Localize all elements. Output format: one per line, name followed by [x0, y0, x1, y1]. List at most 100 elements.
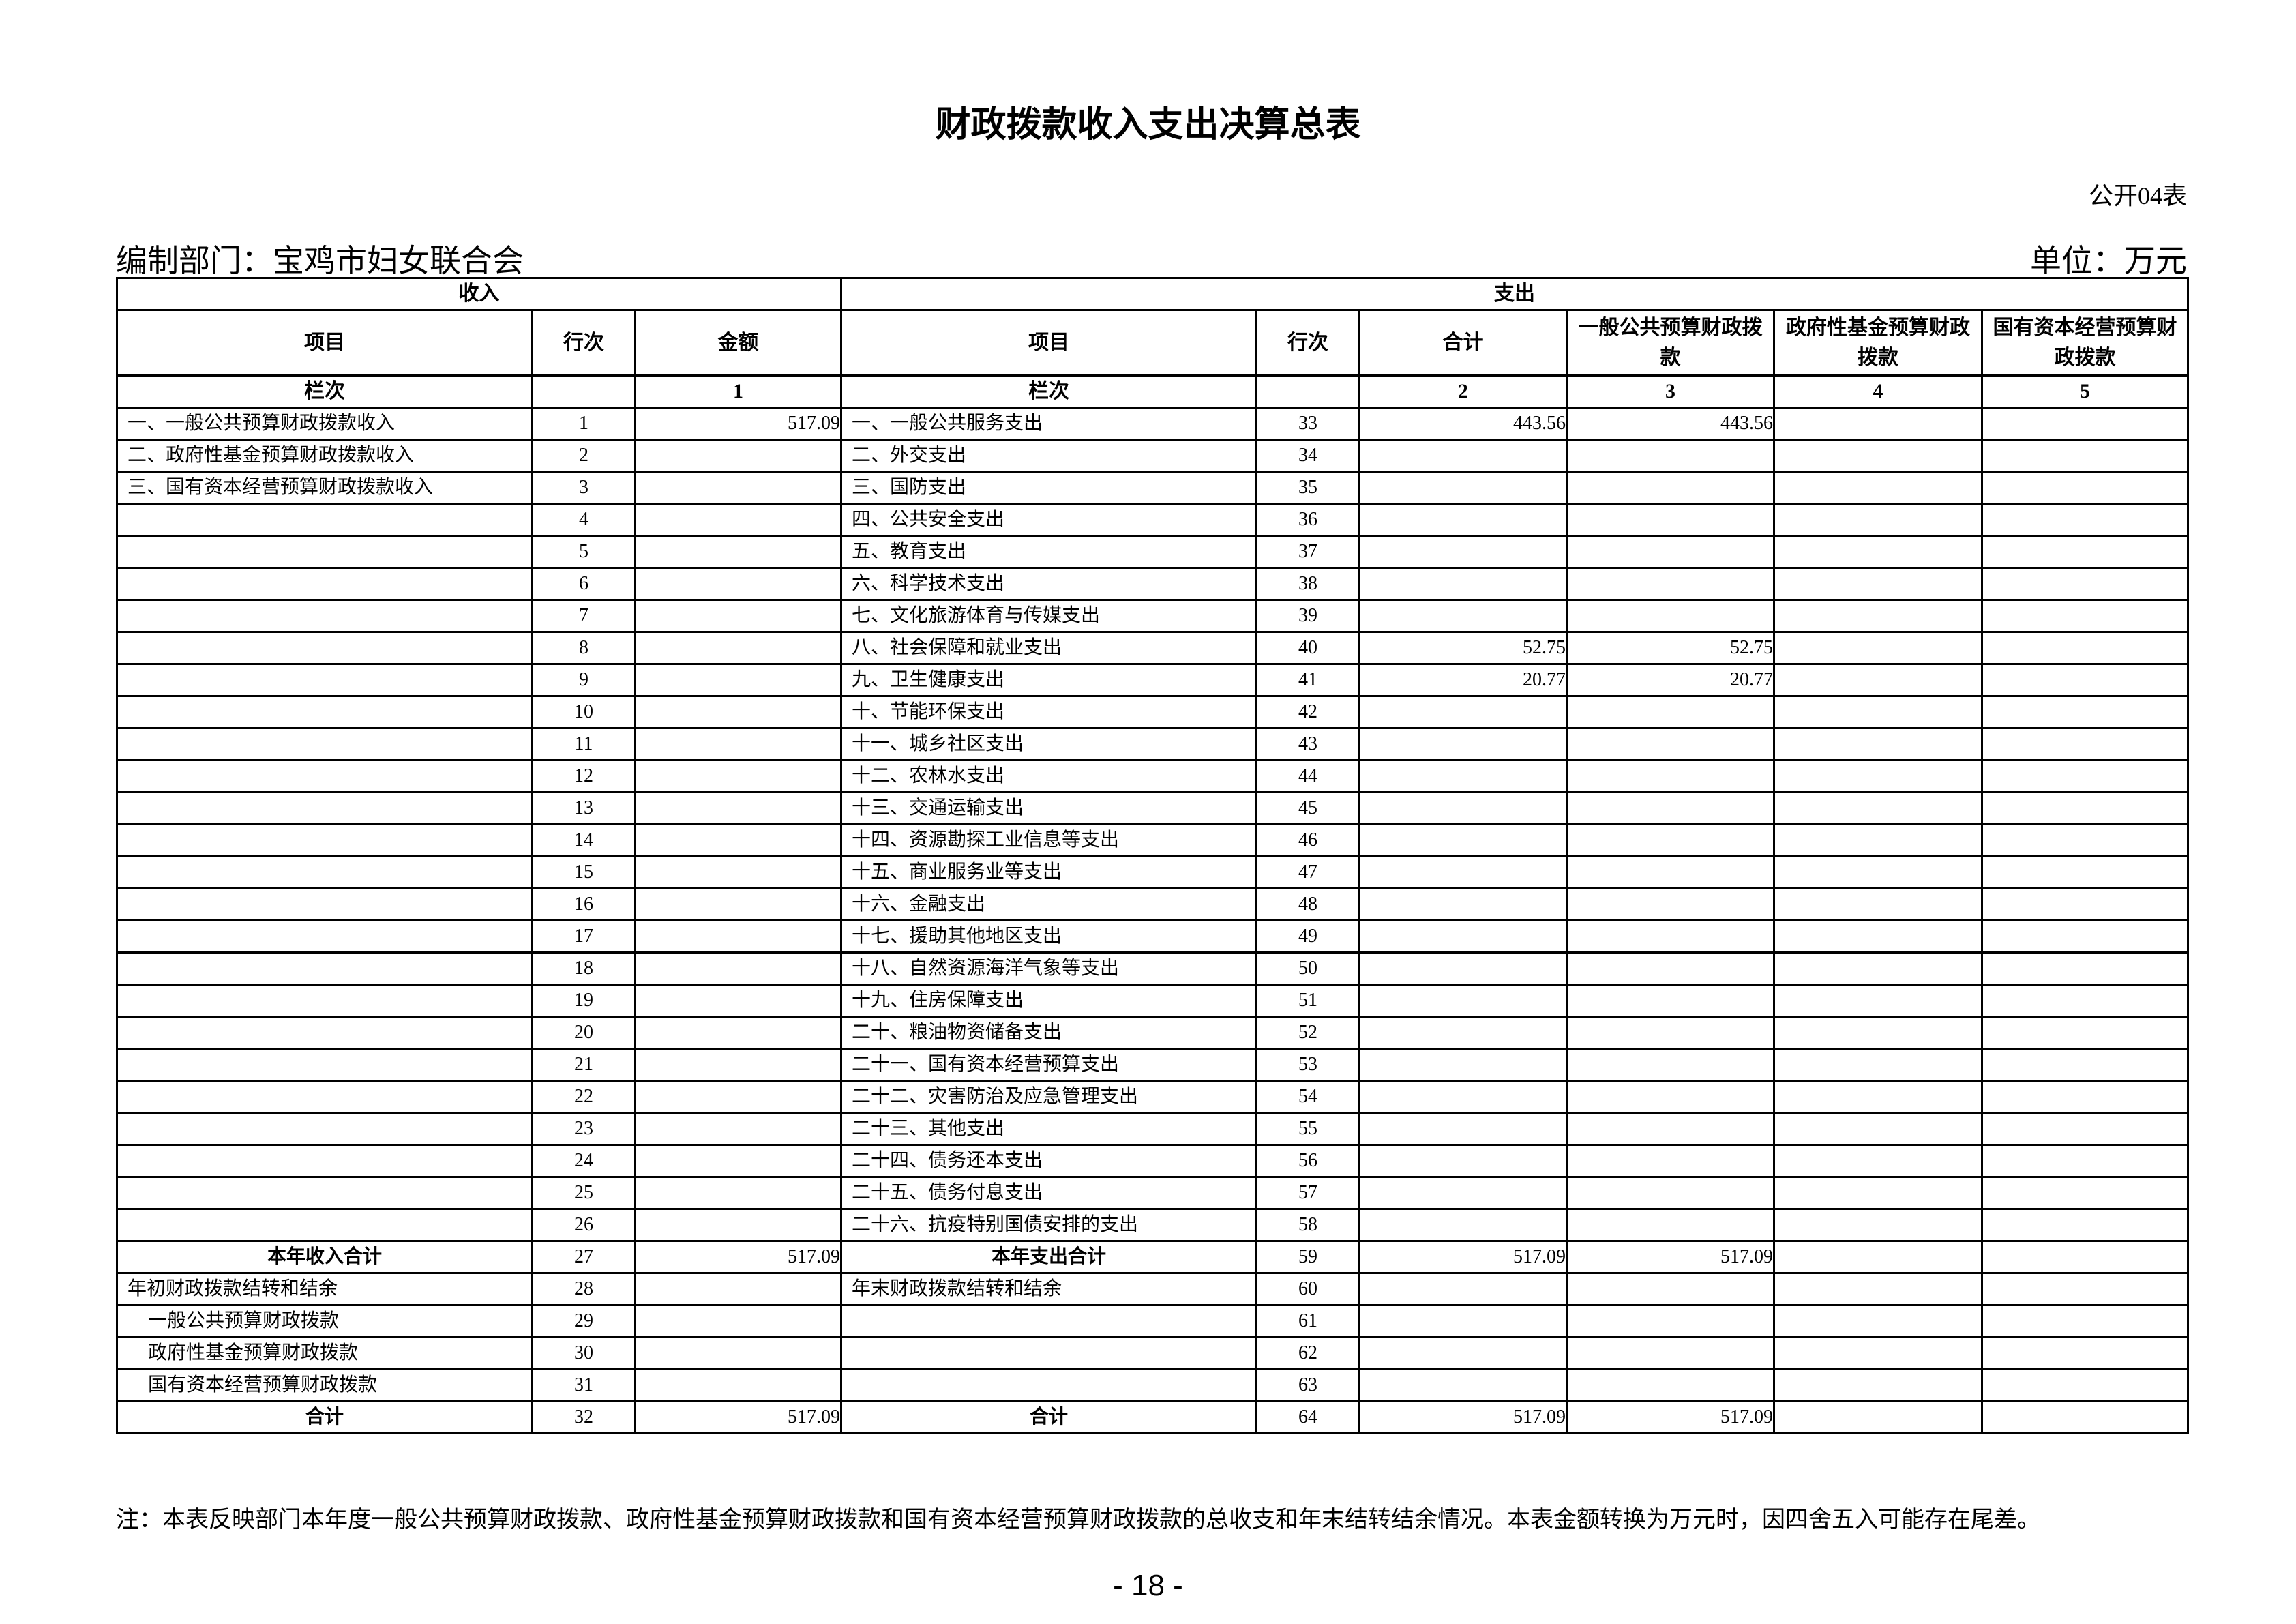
expense-item-cell: 本年支出合计: [840, 1240, 1258, 1274]
table-row: 22 二十二、灾害防治及应急管理支出 54: [116, 1080, 2190, 1114]
table-row: 三、国有资本经营预算财政拨款收入 3 三、国防支出 35: [116, 471, 2190, 505]
expense-line-no-cell: 64: [1255, 1400, 1361, 1434]
gov-fund-budget-cell: [1773, 855, 1984, 889]
income-line-no-cell: 19: [531, 984, 636, 1018]
expense-line-no-cell: 37: [1255, 535, 1361, 569]
income-amount-cell: 517.09: [633, 407, 843, 441]
income-item-cell: [116, 1208, 533, 1242]
expense-line-no-cell: 39: [1255, 599, 1361, 633]
expense-item-cell: 二十一、国有资本经营预算支出: [840, 1048, 1258, 1082]
general-budget-cell: [1566, 727, 1776, 761]
expense-item-cell: 十二、农林水支出: [840, 759, 1258, 793]
income-amount-cell: 517.09: [633, 1240, 843, 1274]
gov-fund-budget-cell: [1773, 407, 1984, 441]
general-budget-cell: [1566, 791, 1776, 825]
income-item-cell: [116, 599, 533, 633]
expense-total-cell: [1358, 1176, 1568, 1210]
state-capital-budget-cell: [1981, 1176, 2190, 1210]
income-amount-cell: [633, 599, 843, 633]
gov-fund-budget-cell: [1773, 439, 1984, 473]
expense-item-cell: 十三、交通运输支出: [840, 791, 1258, 825]
expense-line-no-cell: 61: [1255, 1304, 1361, 1338]
expense-total-cell: 52.75: [1358, 631, 1568, 665]
gov-fund-budget-cell: [1773, 631, 1984, 665]
gov-fund-budget-cell: [1773, 1208, 1984, 1242]
general-budget-cell: [1566, 599, 1776, 633]
income-item-cell: 本年收入合计: [116, 1240, 533, 1274]
expense-total-cell: [1358, 1048, 1568, 1082]
table-row: 9 九、卫生健康支出 41 20.77 20.77: [116, 663, 2190, 697]
expense-total-cell: [1358, 791, 1568, 825]
gov-fund-budget-cell: [1773, 1368, 1984, 1402]
expense-item-cell: 二十二、灾害防治及应急管理支出: [840, 1080, 1258, 1114]
table-row: 16 十六、金融支出 48: [116, 887, 2190, 921]
gov-fund-budget-cell: [1773, 1400, 1984, 1434]
column-index-general-budget: 3: [1566, 374, 1776, 409]
income-line-no-cell: 28: [531, 1272, 636, 1306]
income-amount-cell: [633, 471, 843, 505]
general-budget-cell: [1566, 1112, 1776, 1146]
income-line-no-cell: 11: [531, 727, 636, 761]
general-budget-cell: 517.09: [1566, 1400, 1776, 1434]
expense-line-no-cell: 44: [1255, 759, 1361, 793]
expense-total-cell: 443.56: [1358, 407, 1568, 441]
expense-item-cell: 十、节能环保支出: [840, 695, 1258, 729]
income-line-no-cell: 5: [531, 535, 636, 569]
general-budget-cell: [1566, 1144, 1776, 1178]
income-amount-cell: [633, 984, 843, 1018]
state-capital-budget-cell: [1981, 984, 2190, 1018]
income-line-no-cell: 26: [531, 1208, 636, 1242]
expense-total-cell: [1358, 951, 1568, 986]
expense-item-cell: 二、外交支出: [840, 439, 1258, 473]
column-header-income-item: 项目: [116, 309, 533, 377]
expense-item-cell: 合计: [840, 1400, 1258, 1434]
income-amount-cell: [633, 1144, 843, 1178]
state-capital-budget-cell: [1981, 1400, 2190, 1434]
table-row: 15 十五、商业服务业等支出 47: [116, 855, 2190, 889]
income-amount-cell: [633, 1368, 843, 1402]
income-amount-cell: [633, 791, 843, 825]
income-line-no-cell: 32: [531, 1400, 636, 1434]
income-line-no-cell: 9: [531, 663, 636, 697]
general-budget-cell: [1566, 951, 1776, 986]
general-budget-cell: [1566, 1272, 1776, 1306]
expense-line-no-cell: 42: [1255, 695, 1361, 729]
expense-total-cell: [1358, 823, 1568, 857]
income-amount-cell: [633, 567, 843, 601]
expense-total-cell: 517.09: [1358, 1240, 1568, 1274]
expense-line-no-cell: 46: [1255, 823, 1361, 857]
income-amount-cell: [633, 535, 843, 569]
income-line-no-cell: 4: [531, 503, 636, 537]
expense-line-no-cell: 34: [1255, 439, 1361, 473]
expense-item-cell: 十五、商业服务业等支出: [840, 855, 1258, 889]
income-amount-cell: [633, 727, 843, 761]
general-budget-cell: [1566, 567, 1776, 601]
table-row: 25 二十五、债务付息支出 57: [116, 1176, 2190, 1210]
general-budget-cell: [1566, 535, 1776, 569]
table-row: 12 十二、农林水支出 44: [116, 759, 2190, 793]
general-budget-cell: 443.56: [1566, 407, 1776, 441]
table-row: 13 十三、交通运输支出 45: [116, 791, 2190, 825]
expense-line-no-cell: 58: [1255, 1208, 1361, 1242]
income-amount-cell: [633, 951, 843, 986]
table-row: 19 十九、住房保障支出 51: [116, 984, 2190, 1018]
income-line-no-cell: 12: [531, 759, 636, 793]
expense-total-cell: [1358, 919, 1568, 954]
page-title: 财政拨款收入支出决算总表: [935, 106, 1361, 145]
income-amount-cell: [633, 919, 843, 954]
expense-line-no-cell: 50: [1255, 951, 1361, 986]
expense-line-no-cell: 41: [1255, 663, 1361, 697]
column-index-expense-total: 2: [1358, 374, 1568, 409]
expense-total-cell: [1358, 887, 1568, 921]
general-budget-cell: [1566, 1176, 1776, 1210]
expense-total-cell: [1358, 1336, 1568, 1370]
gov-fund-budget-cell: [1773, 1272, 1984, 1306]
income-line-no-cell: 29: [531, 1304, 636, 1338]
expense-line-no-cell: 45: [1255, 791, 1361, 825]
expense-item-cell: 三、国防支出: [840, 471, 1258, 505]
income-amount-cell: [633, 1112, 843, 1146]
state-capital-budget-cell: [1981, 1304, 2190, 1338]
gov-fund-budget-cell: [1773, 919, 1984, 954]
general-budget-cell: [1566, 1208, 1776, 1242]
expense-line-no-cell: 53: [1255, 1048, 1361, 1082]
